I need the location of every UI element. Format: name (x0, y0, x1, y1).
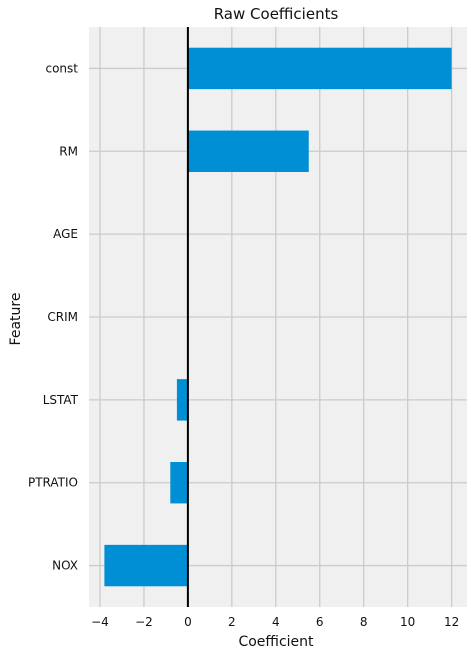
bar-lstat (176, 379, 188, 421)
x-tick-label: 6 (316, 615, 324, 629)
x-tick-label: −4 (91, 615, 109, 629)
bar-nox (104, 544, 188, 587)
x-tick-label: 2 (228, 615, 236, 629)
y-tick-label: NOX (52, 559, 78, 573)
x-tick-label: 4 (272, 615, 280, 629)
chart-title: Raw Coefficients (214, 5, 339, 23)
y-tick-label: PTRATIO (28, 476, 78, 490)
bar-ptratio (170, 462, 188, 504)
x-tick-label: 0 (184, 615, 192, 629)
y-tick-label: AGE (53, 227, 78, 241)
y-tick-label: const (45, 61, 78, 75)
x-tick-label: −2 (135, 615, 153, 629)
x-axis-label: Coefficient (238, 634, 314, 650)
x-tick-labels: −4 −2 0 2 4 6 8 10 12 (91, 615, 459, 629)
y-tick-labels: const RM AGE CRIM LSTAT PTRATIO NOX (28, 61, 79, 572)
x-tick-label: 12 (444, 615, 459, 629)
y-tick-label: RM (59, 144, 78, 158)
x-tick-label: 8 (360, 615, 368, 629)
y-tick-label: CRIM (47, 310, 78, 324)
bar-const (187, 47, 452, 90)
y-axis-label: Feature (8, 293, 24, 346)
bars (104, 47, 452, 587)
x-tick-label: 10 (400, 615, 415, 629)
bar-rm (187, 130, 309, 172)
y-tick-label: LSTAT (43, 393, 79, 407)
